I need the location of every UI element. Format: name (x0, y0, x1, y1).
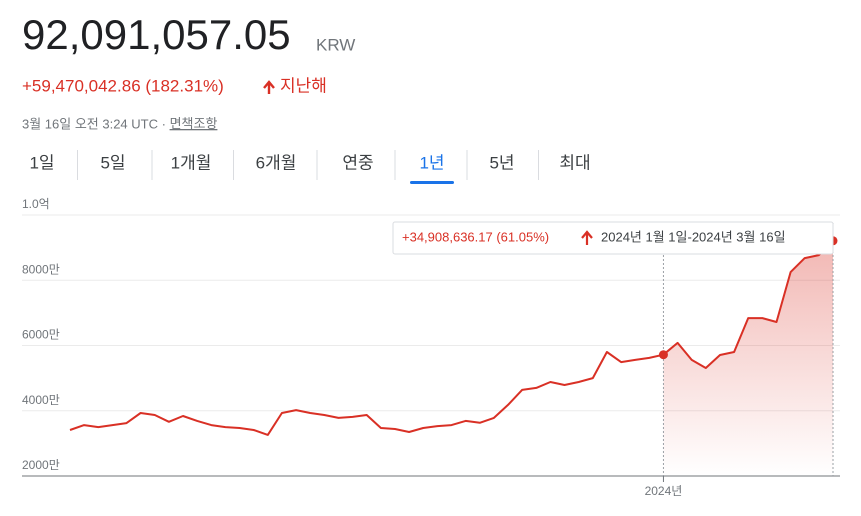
range-point (658, 350, 668, 360)
price: 92,091,057.05 (22, 11, 291, 58)
tab[interactable]: 5년 (489, 153, 514, 172)
tab[interactable]: 6개월 (256, 153, 297, 172)
tooltip-arrow (581, 230, 593, 245)
tooltip-change: +34,908,636.17 (61.05%) (402, 229, 549, 244)
y-tick-label: 2000만 (22, 458, 60, 472)
up-arrow (263, 80, 275, 94)
change-period: 지난해 (280, 76, 327, 95)
tab[interactable]: 최대 (559, 153, 590, 172)
range-area (663, 240, 833, 476)
y-tick-label: 6000만 (22, 328, 60, 342)
tab[interactable]: 1개월 (171, 153, 212, 172)
tooltip-box (392, 221, 834, 255)
disclaimer-link[interactable]: 면책조항 (170, 116, 218, 131)
currency: KRW (316, 35, 355, 54)
y-tick-label: 1.0억 (22, 197, 50, 211)
tab[interactable]: 5일 (100, 153, 125, 172)
tab[interactable]: 1년 (419, 153, 444, 172)
change: +59,470,042.86 (182.31%) (22, 76, 224, 95)
tab[interactable]: 1일 (29, 153, 54, 172)
timestamp: 3월 16일 오전 3:24 UTC · 면책조항 (22, 116, 217, 131)
y-tick-label: 4000만 (22, 393, 60, 407)
tab[interactable]: 연중 (342, 153, 373, 172)
tab-underline (410, 181, 454, 184)
tooltip-range: 2024년 1월 1일-2024년 3월 16일 (601, 229, 786, 244)
y-tick-label: 8000만 (22, 262, 60, 276)
x-tick-label: 2024년 (645, 484, 683, 498)
price-line (69, 240, 834, 436)
